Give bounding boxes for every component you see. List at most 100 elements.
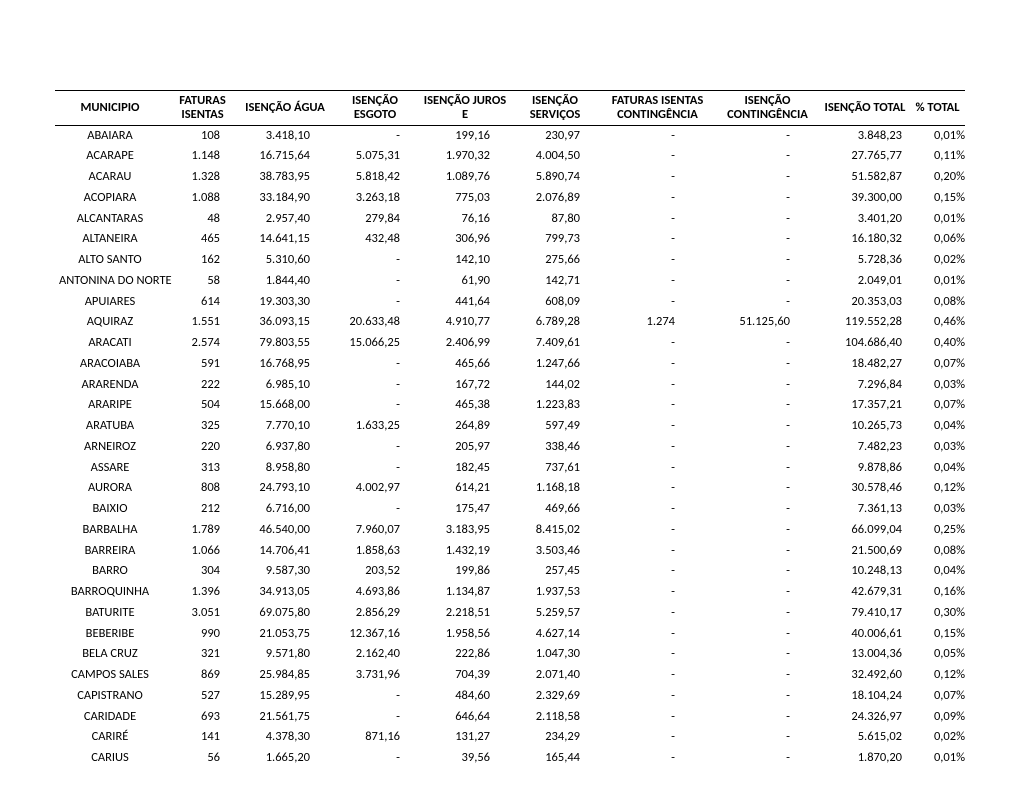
cell-pct: 0,01% xyxy=(910,125,965,146)
cell-fat-cont: - xyxy=(600,520,715,541)
cell-esgoto: 1.633,25 xyxy=(330,416,420,437)
table-body: ABAIARA1083.418,10-199,16230,97--3.848,2… xyxy=(55,125,965,769)
cell-municipio: BAIXIO xyxy=(55,499,165,520)
col-municipio: MUNICIPIO xyxy=(55,91,165,126)
cell-faturas: 313 xyxy=(165,458,240,479)
cell-juros: 441,64 xyxy=(420,292,510,313)
col-faturas-isentas: FATURAS ISENTAS xyxy=(165,91,240,126)
table-row: AURORA80824.793,104.002,97614,211.168,18… xyxy=(55,478,965,499)
cell-municipio: APUIARES xyxy=(55,292,165,313)
cell-fat-cont: - xyxy=(600,748,715,769)
cell-esgoto: - xyxy=(330,375,420,396)
cell-agua: 33.184,90 xyxy=(240,188,330,209)
cell-agua: 16.768,95 xyxy=(240,354,330,375)
cell-total: 17.357,21 xyxy=(820,395,910,416)
cell-juros: 3.183,95 xyxy=(420,520,510,541)
cell-municipio: CAMPOS SALES xyxy=(55,665,165,686)
cell-agua: 69.075,80 xyxy=(240,603,330,624)
cell-servicos: 2.329,69 xyxy=(510,686,600,707)
cell-fat-cont: - xyxy=(600,125,715,146)
cell-agua: 21.561,75 xyxy=(240,707,330,728)
cell-pct: 0,20% xyxy=(910,167,965,188)
cell-servicos: 165,44 xyxy=(510,748,600,769)
cell-faturas: 1.148 xyxy=(165,146,240,167)
cell-pct: 0,08% xyxy=(910,292,965,313)
cell-faturas: 220 xyxy=(165,437,240,458)
cell-agua: 14.641,15 xyxy=(240,229,330,250)
cell-faturas: 108 xyxy=(165,125,240,146)
cell-pct: 0,11% xyxy=(910,146,965,167)
table-header: MUNICIPIO FATURAS ISENTAS ISENÇÃO ÁGUA I… xyxy=(55,91,965,126)
cell-faturas: 222 xyxy=(165,375,240,396)
cell-municipio: ANTONINA DO NORTE xyxy=(55,271,165,292)
cell-pct: 0,16% xyxy=(910,582,965,603)
cell-faturas: 2.574 xyxy=(165,333,240,354)
cell-juros: 306,96 xyxy=(420,229,510,250)
cell-servicos: 275,66 xyxy=(510,250,600,271)
cell-pct: 0,30% xyxy=(910,603,965,624)
cell-municipio: CARIRÉ xyxy=(55,727,165,748)
cell-esgoto: - xyxy=(330,395,420,416)
cell-fat-cont: - xyxy=(600,437,715,458)
cell-fat-cont: - xyxy=(600,541,715,562)
cell-esgoto: - xyxy=(330,458,420,479)
cell-ise-cont: - xyxy=(715,624,820,645)
cell-municipio: BARBALHA xyxy=(55,520,165,541)
cell-ise-cont: - xyxy=(715,644,820,665)
cell-fat-cont: - xyxy=(600,209,715,230)
cell-agua: 2.957,40 xyxy=(240,209,330,230)
cell-ise-cont: - xyxy=(715,188,820,209)
cell-servicos: 4.627,14 xyxy=(510,624,600,645)
table-row: CARIUS561.665,20-39,56165,44--1.870,200,… xyxy=(55,748,965,769)
document-page: MUNICIPIO FATURAS ISENTAS ISENÇÃO ÁGUA I… xyxy=(0,0,1020,788)
cell-total: 21.500,69 xyxy=(820,541,910,562)
cell-servicos: 2.071,40 xyxy=(510,665,600,686)
cell-ise-cont: - xyxy=(715,292,820,313)
cell-pct: 0,01% xyxy=(910,271,965,292)
cell-servicos: 737,61 xyxy=(510,458,600,479)
cell-ise-cont: - xyxy=(715,229,820,250)
cell-ise-cont: - xyxy=(715,520,820,541)
table-row: AQUIRAZ1.55136.093,1520.633,484.910,776.… xyxy=(55,312,965,333)
cell-juros: 1.958,56 xyxy=(420,624,510,645)
cell-juros: 222,86 xyxy=(420,644,510,665)
cell-municipio: ARARIPE xyxy=(55,395,165,416)
cell-juros: 1.134,87 xyxy=(420,582,510,603)
cell-fat-cont: - xyxy=(600,146,715,167)
cell-servicos: 1.937,53 xyxy=(510,582,600,603)
cell-juros: 1.089,76 xyxy=(420,167,510,188)
cell-total: 104.686,40 xyxy=(820,333,910,354)
cell-agua: 6.985,10 xyxy=(240,375,330,396)
cell-agua: 6.716,00 xyxy=(240,499,330,520)
cell-servicos: 608,09 xyxy=(510,292,600,313)
cell-pct: 0,07% xyxy=(910,395,965,416)
cell-municipio: ARACATI xyxy=(55,333,165,354)
cell-municipio: CARIDADE xyxy=(55,707,165,728)
cell-pct: 0,07% xyxy=(910,354,965,375)
cell-ise-cont: - xyxy=(715,541,820,562)
table-row: CARIRÉ1414.378,30871,16131,27234,29--5.6… xyxy=(55,727,965,748)
cell-faturas: 162 xyxy=(165,250,240,271)
cell-ise-cont: - xyxy=(715,416,820,437)
cell-fat-cont: 1.274 xyxy=(600,312,715,333)
cell-juros: 4.910,77 xyxy=(420,312,510,333)
cell-agua: 46.540,00 xyxy=(240,520,330,541)
cell-servicos: 87,80 xyxy=(510,209,600,230)
cell-juros: 264,89 xyxy=(420,416,510,437)
cell-municipio: ABAIARA xyxy=(55,125,165,146)
cell-municipio: ARARENDA xyxy=(55,375,165,396)
table-row: CARIDADE69321.561,75-646,642.118,58--24.… xyxy=(55,707,965,728)
cell-esgoto: 5.075,31 xyxy=(330,146,420,167)
cell-servicos: 6.789,28 xyxy=(510,312,600,333)
cell-ise-cont: - xyxy=(715,395,820,416)
cell-fat-cont: - xyxy=(600,561,715,582)
cell-faturas: 325 xyxy=(165,416,240,437)
col-isencao-esgoto: ISENÇÃO ESGOTO xyxy=(330,91,420,126)
cell-servicos: 257,45 xyxy=(510,561,600,582)
cell-municipio: ACOPIARA xyxy=(55,188,165,209)
cell-faturas: 1.789 xyxy=(165,520,240,541)
cell-esgoto: - xyxy=(330,292,420,313)
cell-faturas: 693 xyxy=(165,707,240,728)
cell-ise-cont: - xyxy=(715,375,820,396)
cell-fat-cont: - xyxy=(600,416,715,437)
